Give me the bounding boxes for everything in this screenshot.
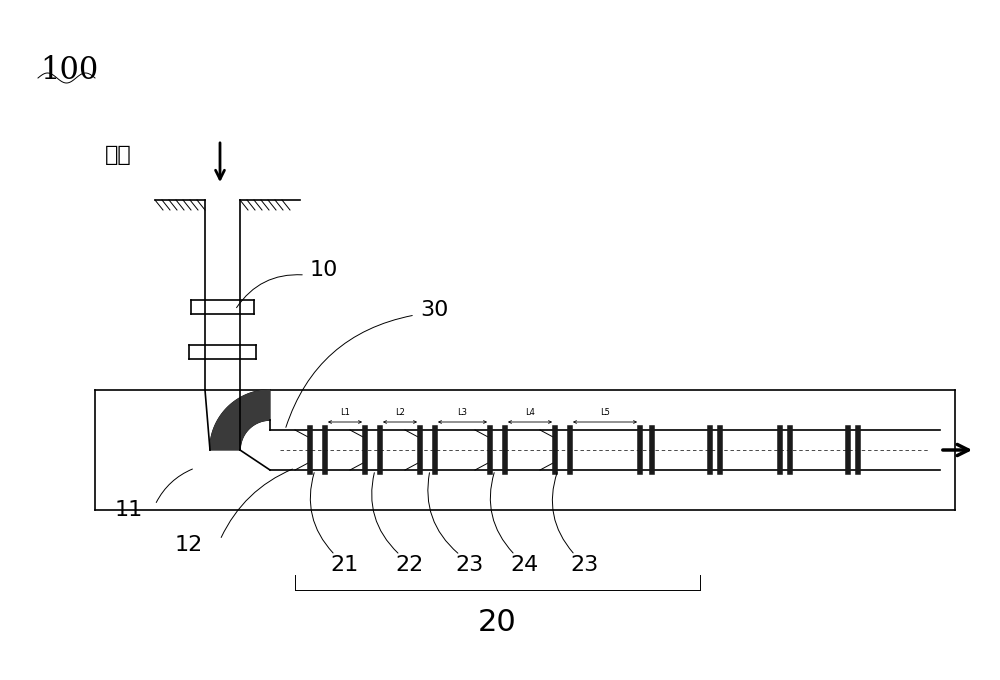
Text: L2: L2	[395, 408, 405, 417]
Text: 30: 30	[420, 300, 448, 320]
Text: 20: 20	[478, 608, 517, 637]
Text: 22: 22	[395, 555, 423, 575]
Text: 21: 21	[330, 555, 358, 575]
Text: 地面: 地面	[105, 145, 132, 165]
Text: L5: L5	[600, 408, 610, 417]
Text: 12: 12	[175, 535, 203, 555]
Text: 23: 23	[455, 555, 483, 575]
Text: 23: 23	[570, 555, 598, 575]
Text: 11: 11	[115, 500, 143, 520]
Text: L4: L4	[525, 408, 535, 417]
Text: 100: 100	[40, 55, 98, 86]
Polygon shape	[210, 390, 270, 450]
Text: 10: 10	[310, 260, 338, 280]
Text: L3: L3	[458, 408, 468, 417]
Text: L1: L1	[340, 408, 350, 417]
Text: 24: 24	[510, 555, 538, 575]
